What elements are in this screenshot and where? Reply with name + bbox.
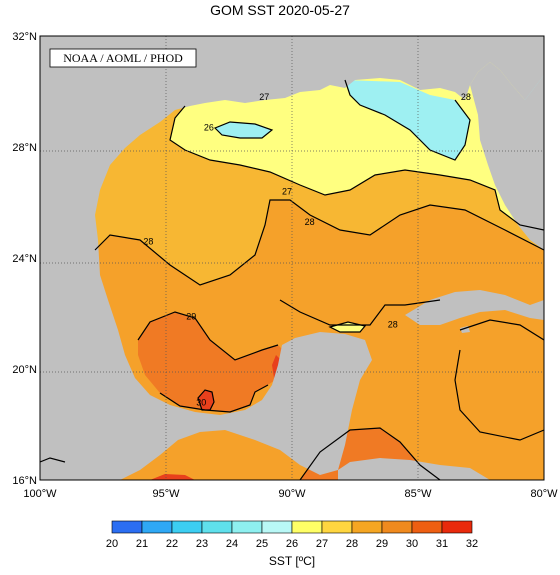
contour-30-cell (197, 389, 215, 411)
contour-28-east (459, 319, 544, 341)
colorbar-swatch (111, 520, 143, 534)
colorbar-tick-label: 26 (286, 538, 298, 550)
map-frame (39, 35, 545, 481)
contour-label: 27 (282, 186, 292, 196)
contour-label: 27 (259, 92, 269, 102)
latitude-label: 32°N (12, 31, 37, 43)
longitude-labels: 100°W 95°W 90°W 85°W 80°W (23, 488, 558, 500)
contour-label: 29 (186, 311, 196, 321)
latitude-label: 20°N (12, 364, 37, 376)
map-title: GOM SST 2020-05-27 (210, 2, 350, 18)
colorbar-swatch (441, 520, 473, 534)
land-cuba (405, 290, 544, 325)
longitude-label: 90°W (278, 488, 306, 500)
latitude-label: 24°N (12, 253, 37, 265)
contour-label: 28 (305, 217, 315, 227)
colorbar-swatch (141, 520, 173, 534)
colorbar-tick-label: 29 (376, 538, 388, 550)
colorbar-swatch (411, 520, 443, 534)
sst-cold-area-east (345, 80, 470, 160)
longitude-label: 100°W (23, 488, 57, 500)
colorbar-tick-label: 28 (346, 538, 358, 550)
sst-band-29-30-sw (138, 312, 285, 412)
contours (40, 79, 544, 480)
colorbar-swatch (231, 520, 263, 534)
sst-band-28-29-east (455, 320, 544, 440)
contour-sw-corner (40, 457, 66, 463)
contour-label: 28 (388, 320, 398, 330)
latitude-label: 28°N (12, 142, 37, 154)
colorbar-swatch (291, 520, 323, 534)
colorbar-tick-label: 22 (166, 538, 178, 550)
contour-29-south (299, 427, 441, 480)
colorbar-swatch (351, 520, 383, 534)
land-florida (470, 62, 544, 250)
latitude-labels: 32°N 28°N 24°N 20°N 16°N (12, 31, 37, 487)
longitude-label: 85°W (404, 488, 432, 500)
credit-box (49, 48, 197, 68)
contour-28-east-lower (454, 349, 544, 441)
contour-label: 28 (461, 92, 471, 102)
colorbar-tick-label: 27 (316, 538, 328, 550)
contour-27 (94, 199, 544, 286)
contour-label: 28 (143, 236, 153, 246)
contour-label: 26 (204, 123, 214, 133)
colorbar-tick-label: 23 (196, 538, 208, 550)
credit-text: NOAA / AOML / PHOD (63, 51, 183, 65)
colorbar-tick-label: 21 (136, 538, 148, 550)
contour-28-yucatan (279, 299, 441, 326)
colorbar-swatch (381, 520, 413, 534)
contour-label: 30 (196, 397, 206, 407)
graticule (40, 36, 544, 480)
colorbar-swatch (321, 520, 353, 534)
colorbar: 20 21 22 23 24 25 26 27 28 29 30 31 32 (106, 520, 478, 550)
colorbar-tick-label: 20 (106, 538, 118, 550)
sst-cold-pool-26 (215, 122, 272, 138)
colorbar-tick-label: 24 (226, 538, 238, 550)
colorbar-units: SST [ºC] (269, 554, 315, 568)
contour-26-west (169, 105, 544, 231)
colorbar-swatch (201, 520, 233, 534)
longitude-label: 95°W (152, 488, 180, 500)
colorbar-tick-label: 32 (466, 538, 478, 550)
colorbar-tick-label: 30 (406, 538, 418, 550)
colorbar-swatch (261, 520, 293, 534)
land-honduras (338, 458, 490, 480)
colorbar-tick-label: 31 (436, 538, 448, 550)
contour-29-sw (159, 384, 269, 413)
contour-28-sw (137, 311, 279, 361)
contour-yucatan-27 (328, 321, 367, 333)
contour-26-pool (213, 121, 274, 139)
sst-band-30-31-southwest (150, 474, 195, 480)
contour-26-east (344, 79, 471, 161)
latitude-label: 16°N (12, 475, 37, 487)
colorbar-tick-label: 25 (256, 538, 268, 550)
longitude-label: 80°W (530, 488, 558, 500)
land-mexico (40, 240, 372, 480)
sst-band-30-31 (198, 390, 214, 410)
contour-labels: 26 27 27 28 28 28 29 30 28 (143, 92, 471, 407)
colorbar-swatch (171, 520, 203, 534)
